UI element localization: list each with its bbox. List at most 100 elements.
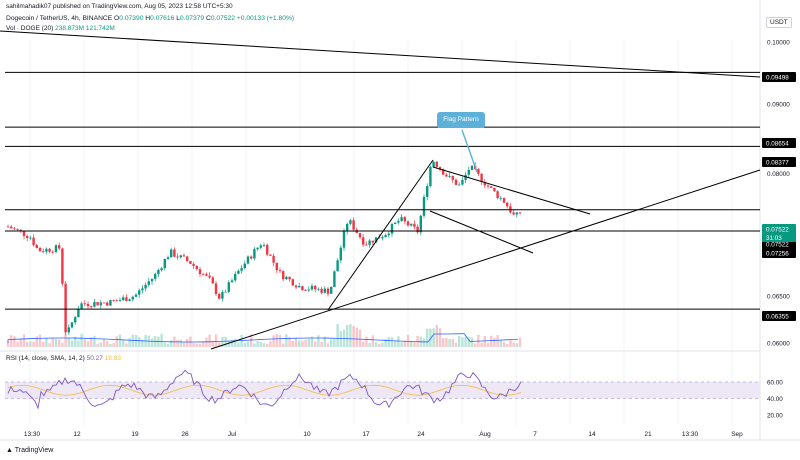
volume-bar [355,327,358,347]
candle-body [256,247,259,250]
volume-bar [26,342,29,347]
candle-body [429,167,432,187]
candle-body [128,299,131,302]
volume-bar [262,343,266,347]
candle-body [410,223,413,226]
volume-bar [432,328,435,347]
candle-body [272,255,275,263]
volume-bar [413,341,416,347]
volume-bar [150,338,154,347]
price-level-label: 0.08377 [766,160,789,167]
candle-body [486,185,490,187]
volume-bar [486,343,490,347]
candle-body [381,237,384,239]
volume-bar [211,341,214,347]
volume-bar [243,343,246,347]
volume-bar [179,339,182,347]
long-term-resistance-line [0,30,761,78]
time-tick-label: 10 [303,431,311,438]
candle-body [365,244,368,246]
candle-body [122,297,125,300]
volume-bar [157,336,160,347]
volume-bar [518,337,522,347]
volume-bar [237,342,240,347]
volume-bar [429,328,432,347]
volume-ma-line [7,333,519,343]
candle-body [384,235,387,238]
volume-bar [461,337,464,347]
candle-body [422,196,426,216]
volume-bar [272,335,275,347]
candle-body [480,173,483,183]
volume-bar [397,336,400,347]
candle-body [288,276,291,280]
candle-body [125,297,128,302]
candle-body [250,256,253,259]
volume-bar [467,336,470,347]
volume-bar [250,334,253,347]
candle-body [461,179,464,185]
volume-bar [374,342,378,347]
flag-lower-line [429,210,534,254]
symbol-line: Dogecoin / TetherUS, 4h, BINANCE O0.0739… [6,15,294,22]
volume-bar [458,336,461,347]
candle-body [141,288,144,291]
volume-bar [19,339,22,347]
candle-body [118,299,122,301]
volume-bar [442,338,445,347]
candle-body [499,197,502,199]
candle-body [93,302,96,307]
volume-bar [42,341,45,347]
volume-bar [330,339,333,347]
price-level-badge [762,72,796,82]
candle-body [218,293,221,299]
volume-bar [304,339,307,347]
price-level-badge [762,311,796,321]
volume-bar [285,334,288,347]
candle-body [349,220,352,224]
candle-body [74,317,77,323]
time-tick-label: 14 [588,431,596,438]
price-tick-label: 0.09000 [767,102,790,109]
candle-body [166,257,170,259]
volume-bar [246,341,250,347]
volume-bar [259,341,262,347]
flag-upper-line [432,166,591,215]
volume-bar [269,340,272,347]
volume-bar [51,337,54,347]
candle-body [173,249,176,257]
currency-badge[interactable]: USDT [766,17,792,28]
rsi-line [7,369,522,410]
volume-bar [22,334,26,347]
candle-body [77,309,80,318]
volume-bar [35,336,38,347]
price-level-badge [762,248,796,258]
candle-body [29,237,32,239]
candle-body [131,296,134,300]
candle-body [6,226,10,228]
volume-bar [291,340,294,347]
candle-body [202,274,205,275]
candle-body [320,288,323,293]
volume-bar [160,334,163,347]
rsi-band-fill [5,382,760,399]
candle-body [438,166,442,170]
candle-body [179,255,182,258]
rsi-tick-label: 40.00 [767,396,783,403]
time-tick-label: 24 [417,431,425,438]
candle-body [304,290,307,291]
candle-body [406,221,410,226]
volume-bar [83,339,86,347]
candle-body [10,226,13,229]
candle-body [435,161,438,167]
candle-body [106,302,109,306]
volume-bar [490,335,493,347]
candle-body [445,174,448,177]
high-value: 0.07616 [150,15,175,22]
rsi-value-1: 50.27 [86,355,103,362]
candle-body [448,175,451,177]
volume-bar [195,343,198,347]
candle-body [323,288,326,293]
candle-body [307,289,310,291]
